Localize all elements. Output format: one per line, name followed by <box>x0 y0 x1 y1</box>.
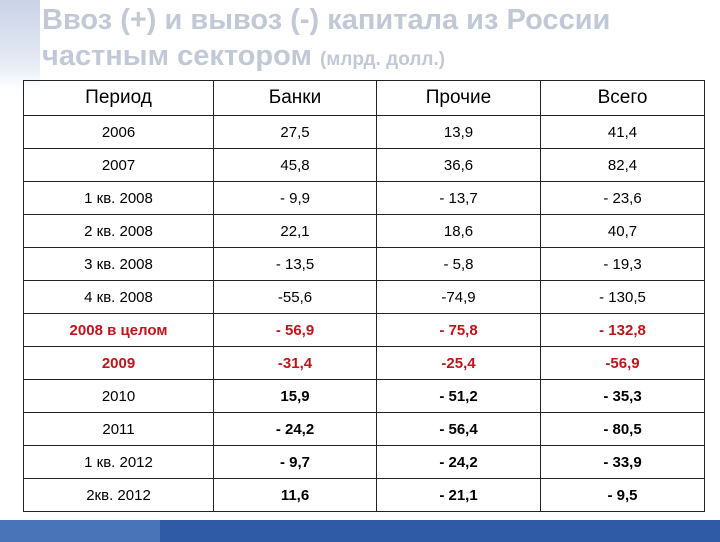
total-cell: - 9,5 <box>540 478 705 512</box>
total-cell: 41,4 <box>540 115 705 149</box>
table-row: 1 кв. 2008- 9,9- 13,7- 23,6 <box>23 181 705 215</box>
bottom-bar <box>0 520 720 542</box>
total-cell: - 33,9 <box>540 445 705 479</box>
title-line-2-text: частным сектором <box>42 40 312 72</box>
table-row: 2009 -31,4 -25,4 -56,9 <box>23 346 705 380</box>
banks-cell: - 13,5 <box>213 247 377 281</box>
others-cell: - 13,7 <box>376 181 541 215</box>
table-row: 1 кв. 2012- 9,7- 24,2- 33,9 <box>23 445 705 479</box>
total-cell: - 80,5 <box>540 412 705 446</box>
period-cell: 1 кв. 2012 <box>23 445 214 479</box>
header-banks: Банки <box>213 80 377 116</box>
title-line-1: Ввоз (+) и вывоз (-) капитала из России <box>42 4 611 36</box>
banks-cell: - 9,7 <box>213 445 377 479</box>
period-cell: 2010 <box>23 379 214 413</box>
table-row: 2007 45,8 36,6 82,4 <box>23 148 705 182</box>
banks-cell: - 9,9 <box>213 181 377 215</box>
others-cell: - 75,8 <box>376 313 541 347</box>
banks-cell: 22,1 <box>213 214 377 248</box>
others-cell: 36,6 <box>376 148 541 182</box>
header-others: Прочие <box>376 80 541 116</box>
others-cell: - 24,2 <box>376 445 541 479</box>
period-cell: 2008 в целом <box>23 313 214 347</box>
others-cell: - 51,2 <box>376 379 541 413</box>
period-cell: 2006 <box>23 115 214 149</box>
total-cell: - 23,6 <box>540 181 705 215</box>
title-line-2: частным сектором (млрд. долл.) <box>42 38 712 78</box>
others-cell: -25,4 <box>376 346 541 380</box>
corner-decoration <box>0 0 40 90</box>
others-cell: - 5,8 <box>376 247 541 281</box>
period-cell: 2009 <box>23 346 214 380</box>
banks-cell: - 24,2 <box>213 412 377 446</box>
others-cell: - 21,1 <box>376 478 541 512</box>
bottom-bar-accent <box>0 520 160 542</box>
title-unit: (млрд. долл.) <box>319 49 446 70</box>
total-cell: -56,9 <box>540 346 705 380</box>
period-cell: 2 кв. 2008 <box>23 214 214 248</box>
table-row: 2011- 24,2- 56,4- 80,5 <box>23 412 705 446</box>
total-cell: - 132,8 <box>540 313 705 347</box>
total-cell: - 130,5 <box>540 280 705 314</box>
period-cell: 4 кв. 2008 <box>23 280 214 314</box>
table-row: 2006 27,5 13,9 41,4 <box>23 115 705 149</box>
slide-title: Ввоз (+) и вывоз (-) капитала из России … <box>42 2 712 78</box>
total-cell: - 19,3 <box>540 247 705 281</box>
period-cell: 2011 <box>23 412 214 446</box>
period-cell: 2кв. 2012 <box>23 478 214 512</box>
capital-flow-table: Период Банки Прочие Всего 2006 27,5 13,9 41… <box>23 80 705 512</box>
table-header-row: Период Банки Прочие Всего <box>23 80 705 116</box>
header-period: Период <box>23 80 214 116</box>
period-cell: 2007 <box>23 148 214 182</box>
period-cell: 1 кв. 2008 <box>23 181 214 215</box>
table-row: 2 кв. 2008 22,1 18,6 40,7 <box>23 214 705 248</box>
header-total: Всего <box>540 80 705 116</box>
table-row: 2010 15,9- 51,2- 35,3 <box>23 379 705 413</box>
banks-cell: 45,8 <box>213 148 377 182</box>
total-cell: 40,7 <box>540 214 705 248</box>
banks-cell: -31,4 <box>213 346 377 380</box>
total-cell: 82,4 <box>540 148 705 182</box>
others-cell: 18,6 <box>376 214 541 248</box>
table-row: 4 кв. 2008 -55,6 -74,9- 130,5 <box>23 280 705 314</box>
banks-cell: 11,6 <box>213 478 377 512</box>
table-row: 2кв. 2012 11,6- 21,1- 9,5 <box>23 478 705 512</box>
banks-cell: 27,5 <box>213 115 377 149</box>
total-cell: - 35,3 <box>540 379 705 413</box>
period-cell: 3 кв. 2008 <box>23 247 214 281</box>
table-body: 2006 27,5 13,9 41,4 2007 45,8 36,6 82,4 1 кв. 20… <box>23 115 705 512</box>
others-cell: 13,9 <box>376 115 541 149</box>
others-cell: -74,9 <box>376 280 541 314</box>
banks-cell: -55,6 <box>213 280 377 314</box>
banks-cell: - 56,9 <box>213 313 377 347</box>
table-row: 2008 в целом - 56,9- 75,8- 132,8 <box>23 313 705 347</box>
others-cell: - 56,4 <box>376 412 541 446</box>
table-row: 3 кв. 2008- 13,5- 5,8- 19,3 <box>23 247 705 281</box>
banks-cell: 15,9 <box>213 379 377 413</box>
